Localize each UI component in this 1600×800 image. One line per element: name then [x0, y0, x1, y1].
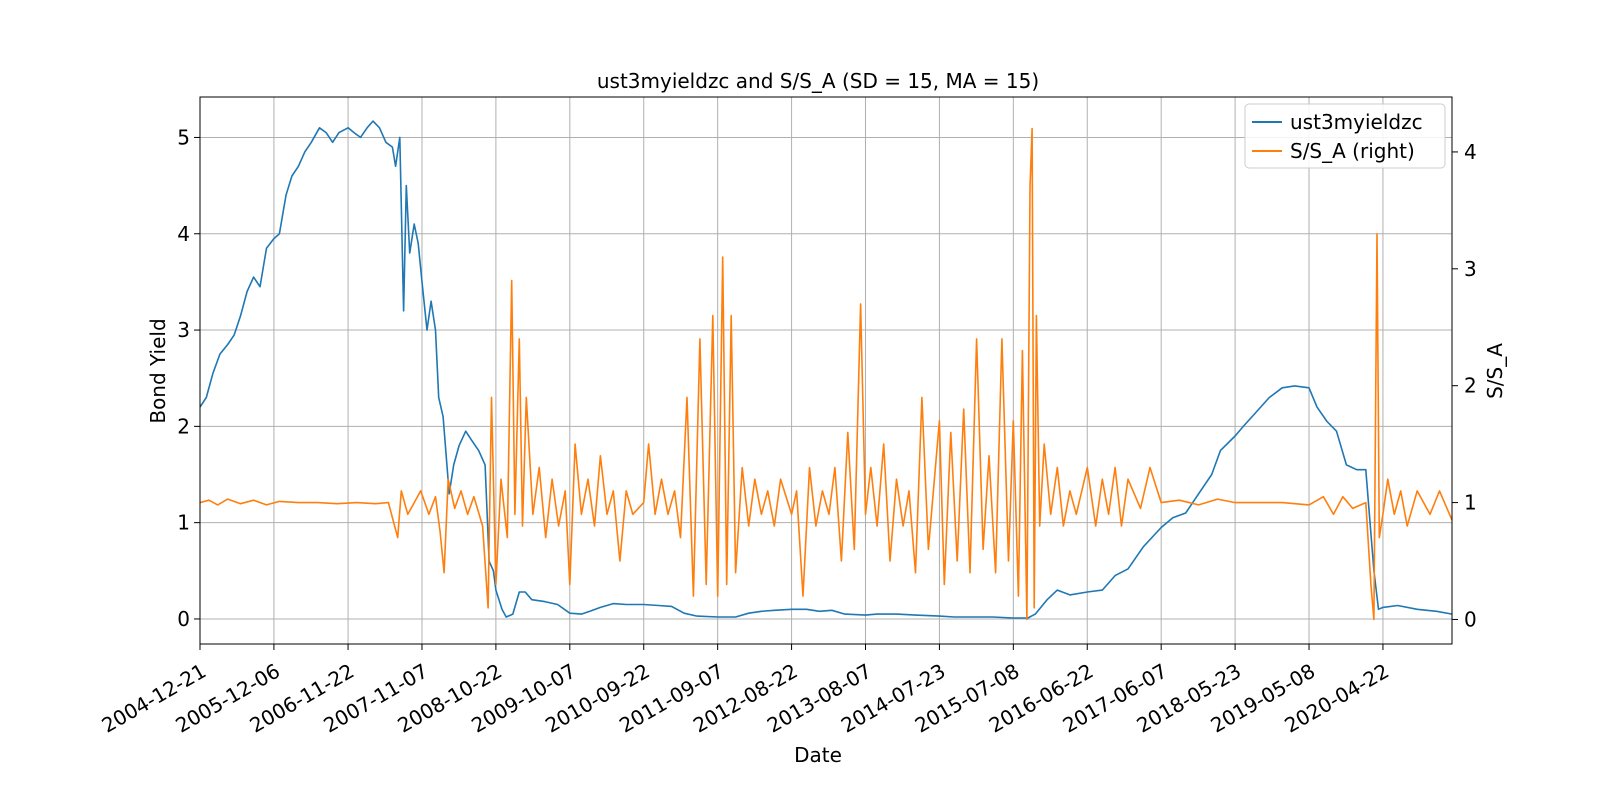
y-tick-label-left: 0 [177, 607, 190, 631]
y-tick-label-right: 0 [1464, 607, 1477, 631]
x-axis-title: Date [794, 743, 842, 767]
left-axis: 0 1 2 3 4 5 [177, 125, 200, 631]
legend: ust3myieldzc S/S_A (right) [1244, 103, 1446, 169]
legend-label-ssa: S/S_A (right) [1290, 139, 1415, 163]
y-axis-title-left: Bond Yield [146, 318, 170, 423]
y-tick-label-left: 2 [177, 414, 190, 438]
y-tick-label-right: 3 [1464, 257, 1477, 281]
legend-box [1244, 103, 1446, 169]
series-line-ssa [199, 127, 1453, 621]
series-line-ust3myieldzc [199, 120, 1453, 619]
y-axis-title-right: S/S_A [1483, 343, 1507, 399]
legend-label-ust3myieldzc: ust3myieldzc [1290, 110, 1423, 134]
y-tick-label-right: 1 [1464, 491, 1477, 515]
y-tick-label-right: 4 [1464, 140, 1477, 164]
grid [199, 97, 1452, 644]
y-tick-label-left: 4 [177, 222, 190, 246]
plot-frame [199, 96, 1453, 645]
y-tick-label-left: 5 [177, 125, 190, 149]
y-tick-label-left: 3 [177, 318, 190, 342]
right-axis: 0 1 2 3 4 [1452, 140, 1477, 631]
x-axis: 2004-12-212005-12-062006-11-222007-11-07… [97, 644, 1393, 738]
series-layer [199, 120, 1453, 621]
y-tick-label-left: 1 [177, 511, 190, 535]
y-tick-label-right: 2 [1464, 374, 1477, 398]
chart-title: ust3myieldzc and S/S_A (SD = 15, MA = 15… [597, 69, 1039, 93]
